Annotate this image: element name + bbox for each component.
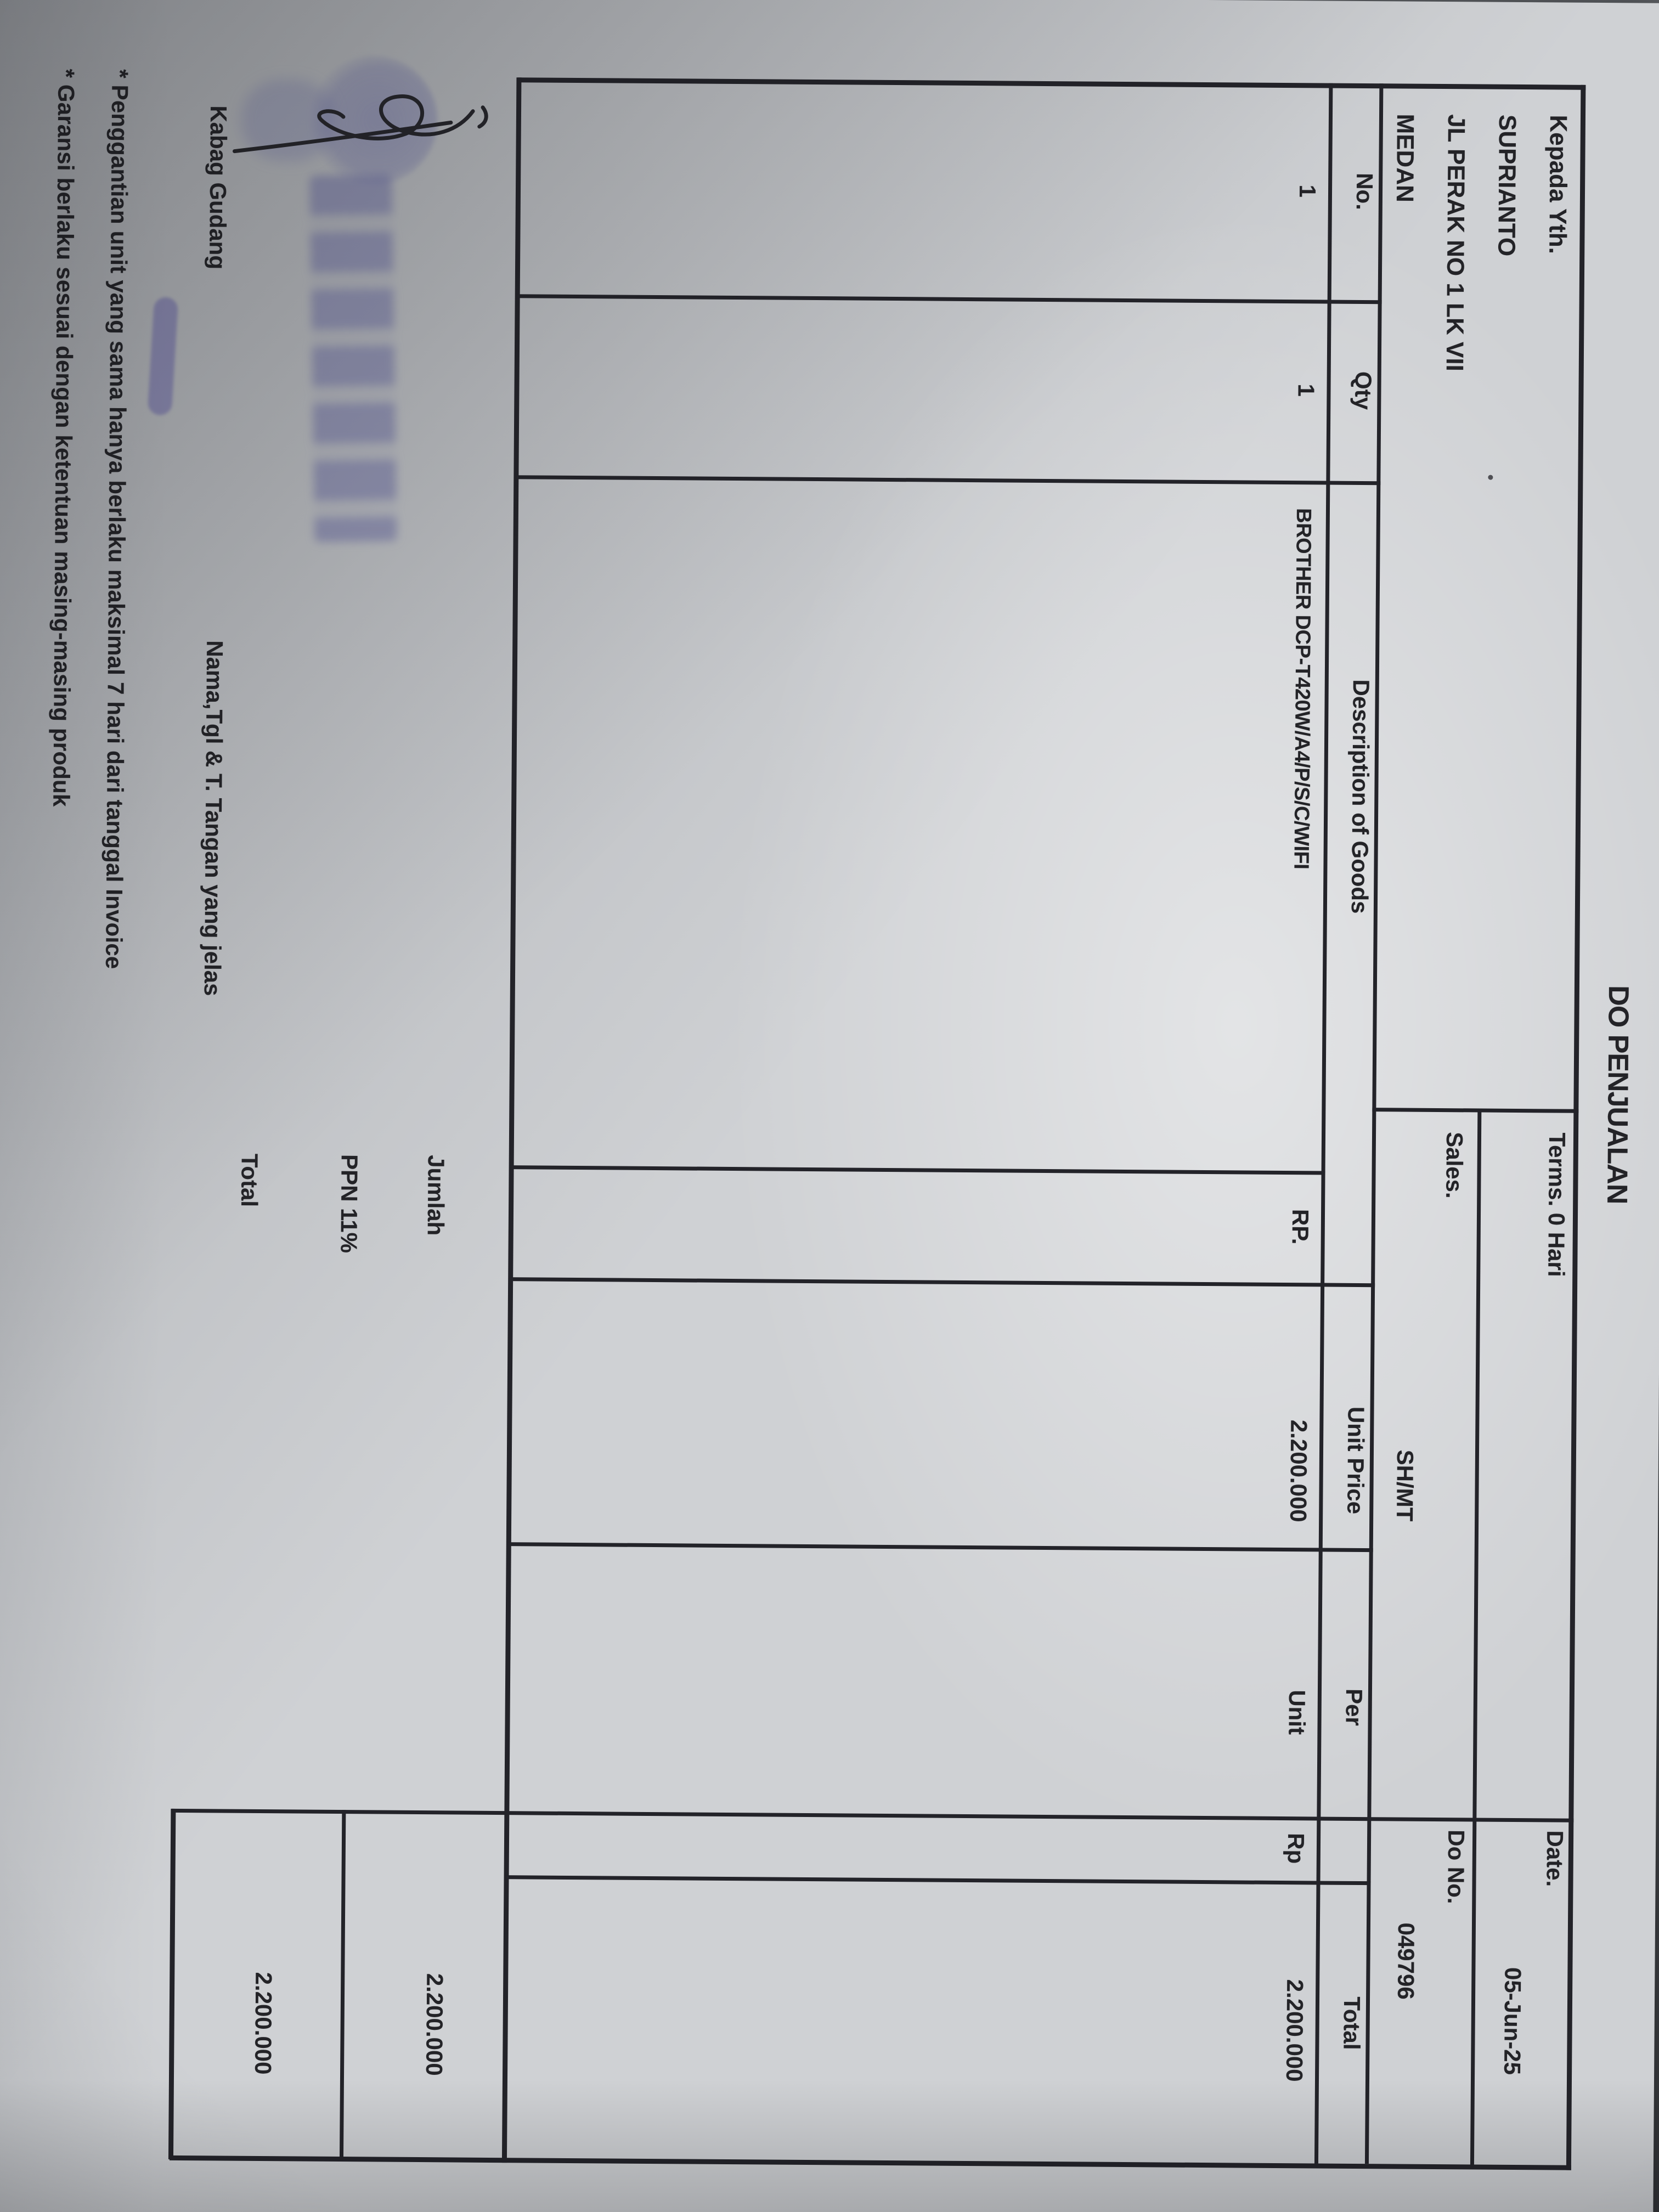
col-header-description: Description of Goods <box>1346 679 1374 914</box>
stamp-smudge <box>241 78 335 162</box>
terms-text: Terms. 0 Hari <box>1543 1132 1571 1277</box>
terms-sales-divider <box>1470 1108 1482 2165</box>
totals-bottom-line <box>168 1808 176 2159</box>
customer-line: SUPRIANTO <box>1493 114 1521 257</box>
col-header-no: No. <box>1351 173 1378 211</box>
date-value: 05-Jun-25 <box>1499 1967 1526 2075</box>
col-price-per-divider <box>507 1542 1373 1553</box>
row-unit-price: 2.200.000 <box>1285 1419 1312 1522</box>
date-label: Date. <box>1542 1830 1568 1887</box>
row-currency-prefix: RP. <box>1287 1209 1314 1245</box>
box-top-line <box>1566 84 1586 2170</box>
stamp-text-smudge <box>309 174 397 543</box>
row-total: 2.200.000 <box>1281 1979 1308 2082</box>
total-value: 2.200.000 <box>250 1972 277 2075</box>
body-bottom-line <box>501 77 522 2163</box>
ink-smear <box>147 296 179 416</box>
col-rp-amount-divider <box>509 1277 1375 1288</box>
row-total-currency: Rp <box>1283 1833 1310 1864</box>
totals-divider-line <box>339 1810 346 2161</box>
row-no: 1 <box>1294 184 1321 198</box>
jumlah-label: Jumlah <box>422 1155 449 1236</box>
do-no-value: 049796 <box>1393 1922 1420 2000</box>
total-label: Total <box>236 1153 263 1207</box>
sales-value: SH/MT <box>1392 1449 1419 1522</box>
footnote: * Penggantian unit yang sama hanya berla… <box>101 69 133 969</box>
jumlah-value: 2.200.000 <box>421 1973 448 2076</box>
row-qty: 1 <box>1293 383 1319 397</box>
col-total-prefix-divider <box>505 1875 1371 1886</box>
customer-line: Kepada Yth. <box>1544 115 1572 255</box>
do-no-label: Do No. <box>1443 1830 1470 1904</box>
col-qty-desc-divider <box>515 475 1381 486</box>
customer-line: JL PERAK NO 1 LK VII <box>1441 114 1470 371</box>
col-header-unit-price: Unit Price <box>1342 1406 1369 1515</box>
col-desc-rp-divider <box>510 1165 1325 1175</box>
ppn-label: PPN 11% <box>336 1154 363 1254</box>
col-header-total: Total <box>1339 1996 1365 2050</box>
footnote: * Garansi berlaku sesuai dengan ketentua… <box>48 69 80 807</box>
box-right-line <box>169 2155 1571 2170</box>
ink-dot <box>1488 475 1493 480</box>
row-description: BROTHER DCP-T420W/A4/P/S/C/WIFI <box>1289 508 1316 870</box>
col-per-total-divider <box>172 1808 1574 1822</box>
col-header-per: Per <box>1341 1688 1367 1726</box>
customer-line: MEDAN <box>1391 114 1419 203</box>
customer-terms-divider <box>1372 1108 1579 1113</box>
row-per: Unit <box>1284 1690 1310 1735</box>
signature-role: Kabag Gudang <box>204 105 232 270</box>
box-left-line <box>517 77 1586 90</box>
col-header-qty: Qty <box>1350 371 1376 410</box>
page-title: DO PENJUALAN <box>1601 985 1634 1204</box>
signature-note: Nama,Tgl & T. Tangan yang jelas <box>199 640 228 996</box>
col-no-qty-divider <box>516 294 1382 304</box>
sales-label: Sales. <box>1441 1132 1468 1199</box>
